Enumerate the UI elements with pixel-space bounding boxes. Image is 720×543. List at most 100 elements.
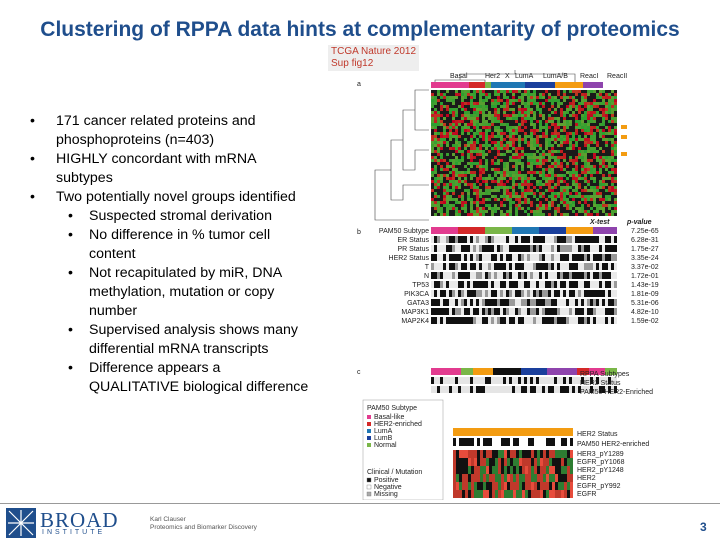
- heatmap-cell: [542, 147, 545, 150]
- heatmap-cell: [503, 204, 506, 207]
- heatmap-cell: [503, 144, 506, 147]
- heatmap-cell: [518, 129, 521, 132]
- heatmap-cell: [575, 96, 578, 99]
- track-cell: [455, 290, 458, 297]
- heatmap-cell: [503, 138, 506, 141]
- heatmap-cell: [476, 183, 479, 186]
- heatmap-cell: [488, 183, 491, 186]
- heatmap-cell: [608, 102, 611, 105]
- heatmap-cell: [482, 96, 485, 99]
- heatmap-cell: [578, 180, 581, 183]
- track-cell: [449, 254, 452, 261]
- heatmap-cell: [566, 114, 569, 117]
- heatmap-cell: [533, 183, 536, 186]
- track-cell: [596, 290, 599, 297]
- track-cell: [476, 317, 479, 324]
- track-cell: [512, 227, 515, 234]
- status-cell: [537, 438, 540, 446]
- heatmap-cell: [534, 490, 537, 498]
- p-value: 5.31e-06: [631, 300, 659, 307]
- marker: [621, 135, 627, 139]
- heatmap-cell: [434, 117, 437, 120]
- track-cell: [431, 308, 434, 315]
- track-cell: [548, 272, 551, 279]
- heatmap-cell: [440, 129, 443, 132]
- heatmap-cell: [602, 144, 605, 147]
- track-cell: [518, 272, 521, 279]
- heatmap-cell: [512, 144, 515, 147]
- heatmap-cell: [518, 150, 521, 153]
- legend-label: HER2-enriched: [374, 421, 422, 428]
- heatmap-cell: [578, 114, 581, 117]
- heatmap-cell: [464, 201, 467, 204]
- heatmap-cell: [479, 147, 482, 150]
- heatmap-cell: [479, 204, 482, 207]
- status-cell: [533, 377, 536, 384]
- heatmap-cell: [437, 120, 440, 123]
- heatmap-cell: [512, 120, 515, 123]
- heatmap-cell: [449, 189, 452, 192]
- heatmap-cell: [437, 189, 440, 192]
- heatmap-cell: [434, 159, 437, 162]
- heatmap-cell: [437, 180, 440, 183]
- heatmap-cell: [464, 171, 467, 174]
- heatmap-cell: [449, 183, 452, 186]
- heatmap-cell: [512, 165, 515, 168]
- heatmap-cell: [494, 147, 497, 150]
- heatmap-cell: [530, 159, 533, 162]
- track-cell: [500, 299, 503, 306]
- status-cell: [524, 386, 527, 393]
- heatmap-cell: [527, 96, 530, 99]
- heatmap-cell: [602, 156, 605, 159]
- heatmap-cell: [599, 168, 602, 171]
- heatmap-cell: [467, 129, 470, 132]
- heatmap-cell: [575, 207, 578, 210]
- track-cell: [464, 254, 467, 261]
- track-cell: [599, 299, 602, 306]
- heatmap-cell: [581, 189, 584, 192]
- heatmap-cell: [527, 123, 530, 126]
- track-cell: [527, 317, 530, 324]
- heatmap-cell: [570, 474, 573, 482]
- legend-label: Missing: [374, 491, 398, 498]
- heatmap-cell: [477, 490, 480, 498]
- heatmap-cell: [584, 147, 587, 150]
- heatmap-cell: [479, 132, 482, 135]
- heatmap-cell: [446, 114, 449, 117]
- heatmap-cell: [602, 162, 605, 165]
- track-cell: [608, 272, 611, 279]
- track-cell: [494, 308, 497, 315]
- heatmap-cell: [548, 168, 551, 171]
- status-cell: [473, 386, 476, 393]
- heatmap-cell: [482, 195, 485, 198]
- heatmap-cell: [527, 153, 530, 156]
- heatmap-cell: [530, 102, 533, 105]
- status-cell: [464, 377, 467, 384]
- heatmap-cell: [546, 482, 549, 490]
- track-cell: [578, 227, 581, 234]
- legend-label: LumA: [374, 428, 393, 435]
- track-cell: [575, 227, 578, 234]
- track-cell: [611, 227, 614, 234]
- heatmap-cell: [539, 99, 542, 102]
- heatmap-cell: [431, 192, 434, 195]
- heatmap-cell: [572, 171, 575, 174]
- heatmap-cell: [509, 105, 512, 108]
- status-cell: [605, 377, 608, 384]
- heatmap-cell: [584, 162, 587, 165]
- track-cell: [524, 299, 527, 306]
- heatmap-cell: [605, 126, 608, 129]
- status-cell: [443, 386, 446, 393]
- track-cell: [587, 299, 590, 306]
- heatmap-cell: [468, 482, 471, 490]
- heatmap-cell: [614, 171, 617, 174]
- track-cell: [509, 317, 512, 324]
- heatmap-cell: [608, 177, 611, 180]
- track-cell: [515, 308, 518, 315]
- heatmap-cell: [464, 126, 467, 129]
- heatmap-cell: [485, 156, 488, 159]
- heatmap-cell: [569, 120, 572, 123]
- heatmap-cell: [497, 129, 500, 132]
- heatmap-cell: [495, 458, 498, 466]
- heatmap-cell: [578, 144, 581, 147]
